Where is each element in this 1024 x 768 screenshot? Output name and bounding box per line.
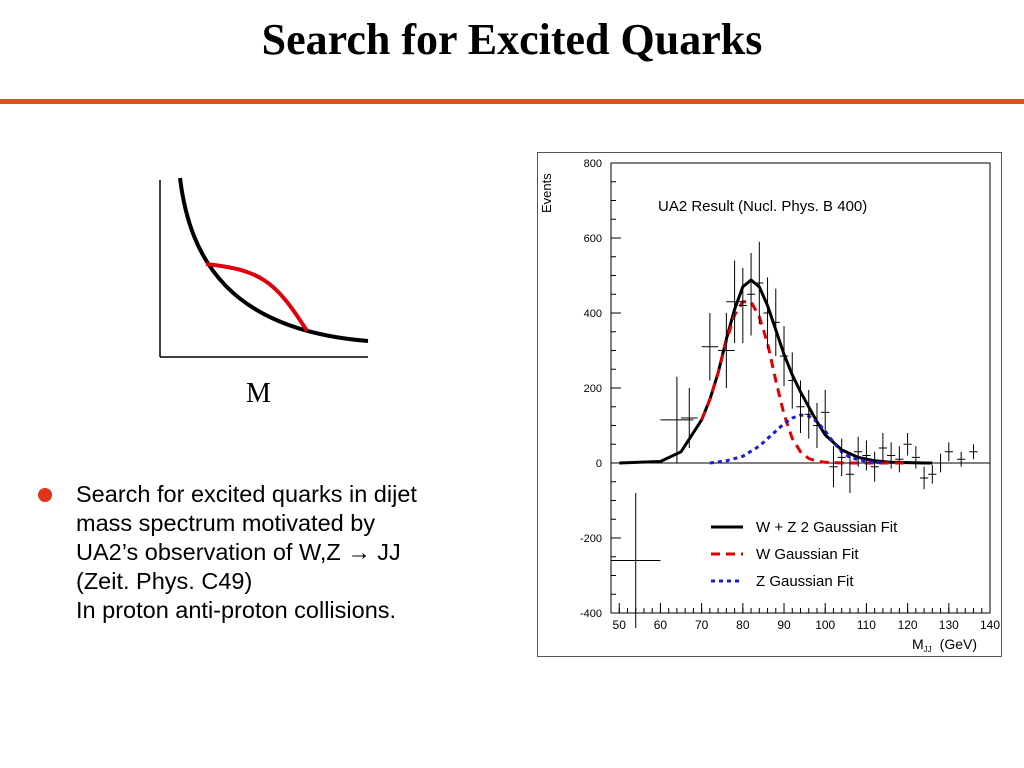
data-point: [701, 313, 719, 381]
data-point: [779, 326, 789, 387]
x-tick-label: 50: [613, 618, 627, 632]
y-tick-label: -400: [580, 608, 602, 620]
y-axis-label: Events: [539, 173, 554, 213]
data-point: [812, 403, 822, 448]
data-point: [845, 455, 855, 493]
slide-title: Search for Excited Quarks: [261, 15, 763, 64]
bullet-line: UA2’s observation of W,Z → JJ: [76, 539, 401, 565]
data-point: [804, 389, 813, 439]
y-tick-label: 800: [584, 158, 602, 170]
x-tick-label: 70: [695, 618, 709, 632]
data-point: [788, 352, 797, 409]
data-point: [911, 446, 920, 469]
x-tick-label: 100: [815, 618, 835, 632]
bullet-text: Search for excited quarks in dijet mass …: [76, 480, 498, 625]
data-point: [862, 440, 871, 471]
plot-title: UA2 Result (Nucl. Phys. B 400): [658, 198, 867, 215]
data-point: [928, 464, 937, 484]
fit-curve: [709, 413, 884, 465]
data-point: [755, 241, 764, 325]
x-tick-label: 90: [777, 618, 791, 632]
legend-label: Z Gaussian Fit: [756, 573, 854, 590]
data-point: [944, 442, 953, 462]
sketch-signal-bump: [205, 262, 309, 333]
data-point: [837, 438, 846, 477]
x-tick-label: 80: [736, 618, 750, 632]
bullet-marker: [38, 488, 52, 502]
bullet-item: Search for excited quarks in dijet mass …: [38, 480, 498, 625]
x-axis-label-main: M: [912, 636, 924, 652]
x-axis-label-sub: JJ: [924, 645, 932, 654]
bullet-line: Search for excited quarks in dijet: [76, 481, 417, 507]
title-divider: [0, 99, 1024, 104]
data-point: [771, 288, 780, 357]
data-point: [611, 493, 661, 628]
data-point: [763, 277, 772, 349]
y-tick-label: -200: [580, 533, 602, 545]
x-tick-label: 130: [939, 618, 959, 632]
data-point: [870, 451, 879, 482]
mass-spectrum-sketch: [150, 170, 380, 375]
y-tick-label: 400: [584, 308, 602, 320]
data-point: [957, 451, 966, 467]
sketch-background-curve: [178, 177, 369, 343]
legend-label: W Gaussian Fit: [756, 546, 859, 563]
data-point: [718, 313, 735, 388]
data-point: [746, 253, 756, 336]
y-tick-label: 600: [584, 233, 602, 245]
x-axis-label: MJJ (GeV): [912, 636, 977, 654]
data-point: [919, 466, 929, 490]
data-point: [660, 376, 694, 463]
bullet-line: (Zeit. Phys. C49): [76, 568, 253, 594]
data-point: [895, 446, 904, 473]
legend-label: W + Z 2 Gaussian Fit: [756, 519, 898, 536]
sketch-axis-label: M: [246, 378, 271, 409]
x-tick-label: 110: [857, 618, 876, 632]
fit-curve: [700, 300, 908, 465]
y-tick-label: 0: [596, 458, 602, 470]
data-point: [936, 453, 945, 473]
data-point: [903, 433, 912, 456]
data-point: [854, 436, 863, 467]
data-point: [796, 380, 805, 433]
data-point: [821, 389, 830, 435]
ua2-plot-svg: -400 -200 0 200 400 600 800 50 60 70 80 90 100 110 120…: [539, 158, 1000, 654]
data-point: [969, 444, 978, 460]
data-point: [887, 442, 896, 469]
bullet-line: In proton anti-proton collisions.: [76, 597, 397, 623]
data-point: [738, 268, 747, 343]
y-tick-label: 200: [584, 383, 602, 395]
x-axis-label-unit: (GeV): [940, 636, 977, 652]
bullet-line: mass spectrum motivated by: [76, 510, 376, 536]
data-point: [681, 388, 698, 448]
data-point: [829, 446, 838, 488]
x-tick-label: 120: [898, 618, 918, 632]
data-point: [726, 260, 743, 343]
data-point: [878, 433, 888, 463]
x-tick-label: 60: [654, 618, 668, 632]
fit-curve: [619, 278, 933, 465]
ua2-plot: -400 -200 0 200 400 600 800 50 60 70 80 90 100 110 120…: [537, 152, 1002, 657]
x-tick-label: 140: [980, 618, 1000, 632]
